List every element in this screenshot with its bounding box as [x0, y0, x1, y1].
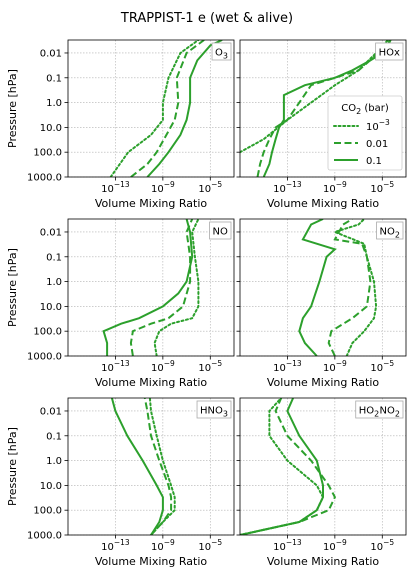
y-tick-label: 100.0	[33, 327, 62, 338]
species-label: HNO3	[196, 400, 232, 419]
svg-text:NO2: NO2	[380, 227, 400, 240]
x-tick-label: 10−13	[273, 359, 302, 374]
svg-text:HO2 NO2: HO2 NO2	[359, 406, 400, 419]
y-tick-label: 0.1	[46, 252, 62, 263]
y-tick-label: 1000.0	[27, 352, 62, 363]
panel-o3: 10−13 10−9 10−5 0.01 0.1 1.0 10.0 100.0 1000.0 Vo…	[6, 39, 235, 210]
axes-frame	[239, 397, 407, 536]
y-axis-label: Pressure [hPa]	[6, 427, 19, 506]
x-tick-label: 10−5	[370, 359, 394, 374]
axes-frame	[239, 39, 407, 178]
x-tick-label: 10−13	[101, 180, 130, 195]
series-001-line	[240, 398, 337, 535]
svg-text:O3: O3	[215, 48, 228, 61]
series-103-line	[153, 219, 200, 356]
figure-title: TRAPPIST-1 e (wet & alive)	[120, 11, 293, 26]
series-001-line	[327, 219, 372, 356]
x-axis-label: Volume Mixing Ratio	[95, 555, 207, 568]
x-axis-label: Volume Mixing Ratio	[267, 197, 379, 210]
x-tick-label: 10−9	[151, 180, 175, 195]
x-tick-label: 10−13	[101, 538, 130, 553]
species-label: NO2	[376, 221, 404, 240]
x-tick-label: 10−5	[370, 180, 394, 195]
y-tick-label: 1000.0	[27, 531, 62, 542]
x-tick-label: 10−5	[370, 538, 394, 553]
y-tick-label: 100.0	[33, 148, 62, 159]
x-tick-label: 10−9	[323, 538, 347, 553]
series-001-line	[256, 40, 392, 177]
y-tick-label: 1.0	[46, 98, 62, 109]
series-01-line	[110, 398, 164, 535]
y-tick-label: 1.0	[46, 277, 62, 288]
svg-text:HNO3: HNO3	[200, 406, 228, 419]
legend: CO2 (bar)10−30.010.1	[327, 95, 403, 171]
series-001-line	[130, 40, 205, 177]
x-tick-label: 10−13	[273, 538, 302, 553]
x-tick-label: 10−9	[323, 359, 347, 374]
x-tick-label: 10−5	[198, 180, 222, 195]
species-label: O3	[211, 42, 232, 61]
y-tick-label: 10.0	[40, 302, 62, 313]
y-tick-label: 0.1	[46, 431, 62, 442]
y-axis-label: Pressure [hPa]	[6, 69, 19, 148]
species-label: HO2 NO2	[355, 400, 404, 419]
x-tick-label: 10−9	[151, 359, 175, 374]
series-01-line	[240, 398, 324, 535]
y-tick-label: 10.0	[40, 481, 62, 492]
species-label: HOx	[375, 42, 404, 61]
y-tick-label: 1.0	[46, 456, 62, 467]
series-01-line	[298, 219, 337, 356]
axes-frame	[239, 218, 407, 357]
axes-frame	[67, 218, 235, 357]
y-tick-label: 1000.0	[27, 173, 62, 184]
panel-hno3: 10−13 10−9 10−5 0.01 0.1 1.0 10.0 100.0 1000.0 Vo…	[6, 397, 235, 568]
x-tick-label: 10−5	[198, 359, 222, 374]
y-tick-label: 0.01	[40, 406, 62, 417]
series-01-line	[146, 40, 223, 177]
x-tick-label: 10−13	[101, 359, 130, 374]
x-axis-label: Volume Mixing Ratio	[267, 376, 379, 389]
svg-text:HOx: HOx	[379, 48, 400, 59]
legend-entry-label: 0.1	[366, 156, 382, 167]
x-tick-label: 10−9	[323, 180, 347, 195]
legend-frame	[327, 95, 403, 171]
panel-ho2no2: 10−13 10−9 10−5 Volume Mixing Ratio HO2 NO2	[236, 397, 407, 568]
y-tick-label: 10.0	[40, 123, 62, 134]
legend-entry-label: 0.01	[366, 139, 388, 150]
series-01-line	[102, 219, 194, 356]
x-tick-label: 10−5	[198, 538, 222, 553]
series-103-line	[331, 219, 378, 356]
y-tick-label: 100.0	[33, 506, 62, 517]
x-axis-label: Volume Mixing Ratio	[267, 555, 379, 568]
y-tick-label: 0.01	[40, 48, 62, 59]
panel-no2: 10−13 10−9 10−5 Volume Mixing Ratio NO2	[236, 218, 407, 389]
panel-no: 10−13 10−9 10−5 0.01 0.1 1.0 10.0 100.0 1000.0 Vo…	[6, 218, 235, 389]
series-103-line	[240, 40, 389, 154]
x-tick-label: 10−9	[151, 538, 175, 553]
y-axis-label: Pressure [hPa]	[6, 248, 19, 327]
axes-frame	[67, 39, 235, 178]
series-103-line	[109, 40, 200, 177]
panel-hox: 10−13 10−9 10−5 Volume Mixing Ratio HOx CO2 (…	[236, 39, 407, 210]
species-label: NO	[209, 221, 232, 240]
series-001-line	[143, 398, 173, 535]
legend-title: CO2 (bar)	[341, 103, 389, 116]
axes-frame	[67, 397, 235, 536]
x-axis-label: Volume Mixing Ratio	[95, 197, 207, 210]
y-tick-label: 0.01	[40, 227, 62, 238]
x-tick-label: 10−13	[273, 180, 302, 195]
x-axis-label: Volume Mixing Ratio	[95, 376, 207, 389]
y-tick-label: 0.1	[46, 73, 62, 84]
svg-text:NO: NO	[213, 227, 228, 238]
series-103-line	[240, 398, 325, 535]
